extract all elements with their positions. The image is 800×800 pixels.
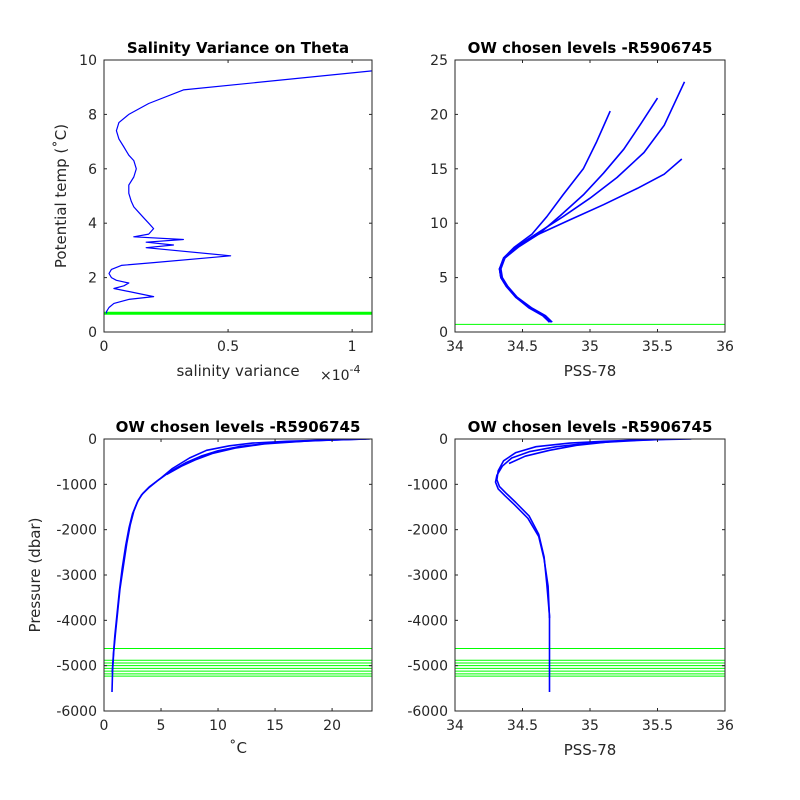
x-axis-exponent-power: -4 xyxy=(350,363,361,376)
plot-area xyxy=(455,60,725,332)
chart-title: Salinity Variance on Theta xyxy=(127,39,349,57)
axis-box xyxy=(103,59,373,333)
plot-marks xyxy=(104,70,372,315)
y-tick-label: 20 xyxy=(430,107,448,123)
x-tick-label: 0 xyxy=(100,718,109,734)
y-tick-label: 15 xyxy=(430,162,448,178)
series-line-3 xyxy=(498,158,683,323)
plot-marks xyxy=(455,81,725,325)
y-tick-label: -2000 xyxy=(56,523,97,539)
y-tick-label: -5000 xyxy=(407,659,448,675)
series-line-0 xyxy=(496,439,692,692)
y-tick-label: 0 xyxy=(439,432,448,448)
plot-marks xyxy=(104,439,372,693)
x-tick-label: 1 xyxy=(348,339,357,355)
x-tick-label: 10 xyxy=(209,718,227,734)
x-tick-label: 36 xyxy=(716,339,734,355)
x-tick-label: 35.5 xyxy=(642,339,673,355)
series-line-2 xyxy=(166,439,361,476)
plot-area xyxy=(104,439,372,711)
series-line-2 xyxy=(508,439,651,465)
y-tick-label: 0 xyxy=(439,325,448,341)
y-tick-label: -5000 xyxy=(56,659,97,675)
y-tick-label: -4000 xyxy=(407,613,448,629)
y-tick-label: -6000 xyxy=(56,704,97,720)
y-tick-label: -3000 xyxy=(407,568,448,584)
x-tick-label: 35 xyxy=(581,718,599,734)
y-axis-label: Pressure (dbar) xyxy=(26,518,44,633)
y-axis-label: Potential temp (˚C) xyxy=(52,124,70,268)
chart-title: OW chosen levels -R5906745 xyxy=(468,39,713,57)
x-tick-label: 34 xyxy=(446,339,464,355)
y-tick-label: -1000 xyxy=(407,477,448,493)
y-tick-label: -4000 xyxy=(56,613,97,629)
y-tick-label: 4 xyxy=(88,216,97,232)
x-tick-label: 34.5 xyxy=(507,718,538,734)
y-tick-label: -2000 xyxy=(407,523,448,539)
y-tick-label: 25 xyxy=(430,53,448,69)
y-tick-label: 6 xyxy=(88,162,97,178)
chart-panel-p4: 34 34.5 35 35.5 36 -6000 -5000 -4000 -3000 -2000 -… xyxy=(407,418,734,759)
plot-marks xyxy=(455,439,725,692)
y-tick-label: -1000 xyxy=(56,477,97,493)
chart-panel-p3: 0 5 10 15 20 -6000 -5000 -4000 -3000 -2000 -1000 0 O… xyxy=(26,418,373,757)
y-tick-label: 2 xyxy=(88,271,97,287)
y-tick-label: -3000 xyxy=(56,568,97,584)
series-line-0 xyxy=(105,70,372,314)
y-tick-label: 8 xyxy=(88,107,97,123)
chart-panel-p2: 34 34.5 35 35.5 36 0 5 10 15 20 25 OW chosen levels… xyxy=(430,39,734,380)
y-tick-label: 0 xyxy=(88,432,97,448)
x-tick-label: 36 xyxy=(716,718,734,734)
x-axis-exponent: ×10-4 xyxy=(320,363,361,384)
x-tick-label: 34 xyxy=(446,718,464,734)
chart-title: OW chosen levels -R5906745 xyxy=(468,418,713,436)
x-tick-label: 20 xyxy=(323,718,341,734)
x-axis-label: salinity variance xyxy=(176,362,299,380)
x-tick-label: 34.5 xyxy=(507,339,538,355)
x-tick-label: 5 xyxy=(157,718,166,734)
x-axis-label: ˚C xyxy=(229,739,247,757)
y-tick-label: 0 xyxy=(88,325,97,341)
y-tick-label: 10 xyxy=(430,216,448,232)
series-line-1 xyxy=(494,439,672,619)
x-tick-label: 35.5 xyxy=(642,718,673,734)
plot-area xyxy=(104,60,372,332)
y-tick-label: -6000 xyxy=(407,704,448,720)
y-tick-label: 10 xyxy=(79,53,97,69)
x-axis-label: PSS-78 xyxy=(564,741,617,759)
x-tick-label: 15 xyxy=(266,718,284,734)
x-tick-label: 35 xyxy=(581,339,599,355)
y-tick-label: 5 xyxy=(439,271,448,287)
chart-title: OW chosen levels -R5906745 xyxy=(116,418,361,436)
x-tick-label: 0.5 xyxy=(217,339,239,355)
x-axis-label: PSS-78 xyxy=(564,362,617,380)
x-tick-label: 0 xyxy=(100,339,109,355)
